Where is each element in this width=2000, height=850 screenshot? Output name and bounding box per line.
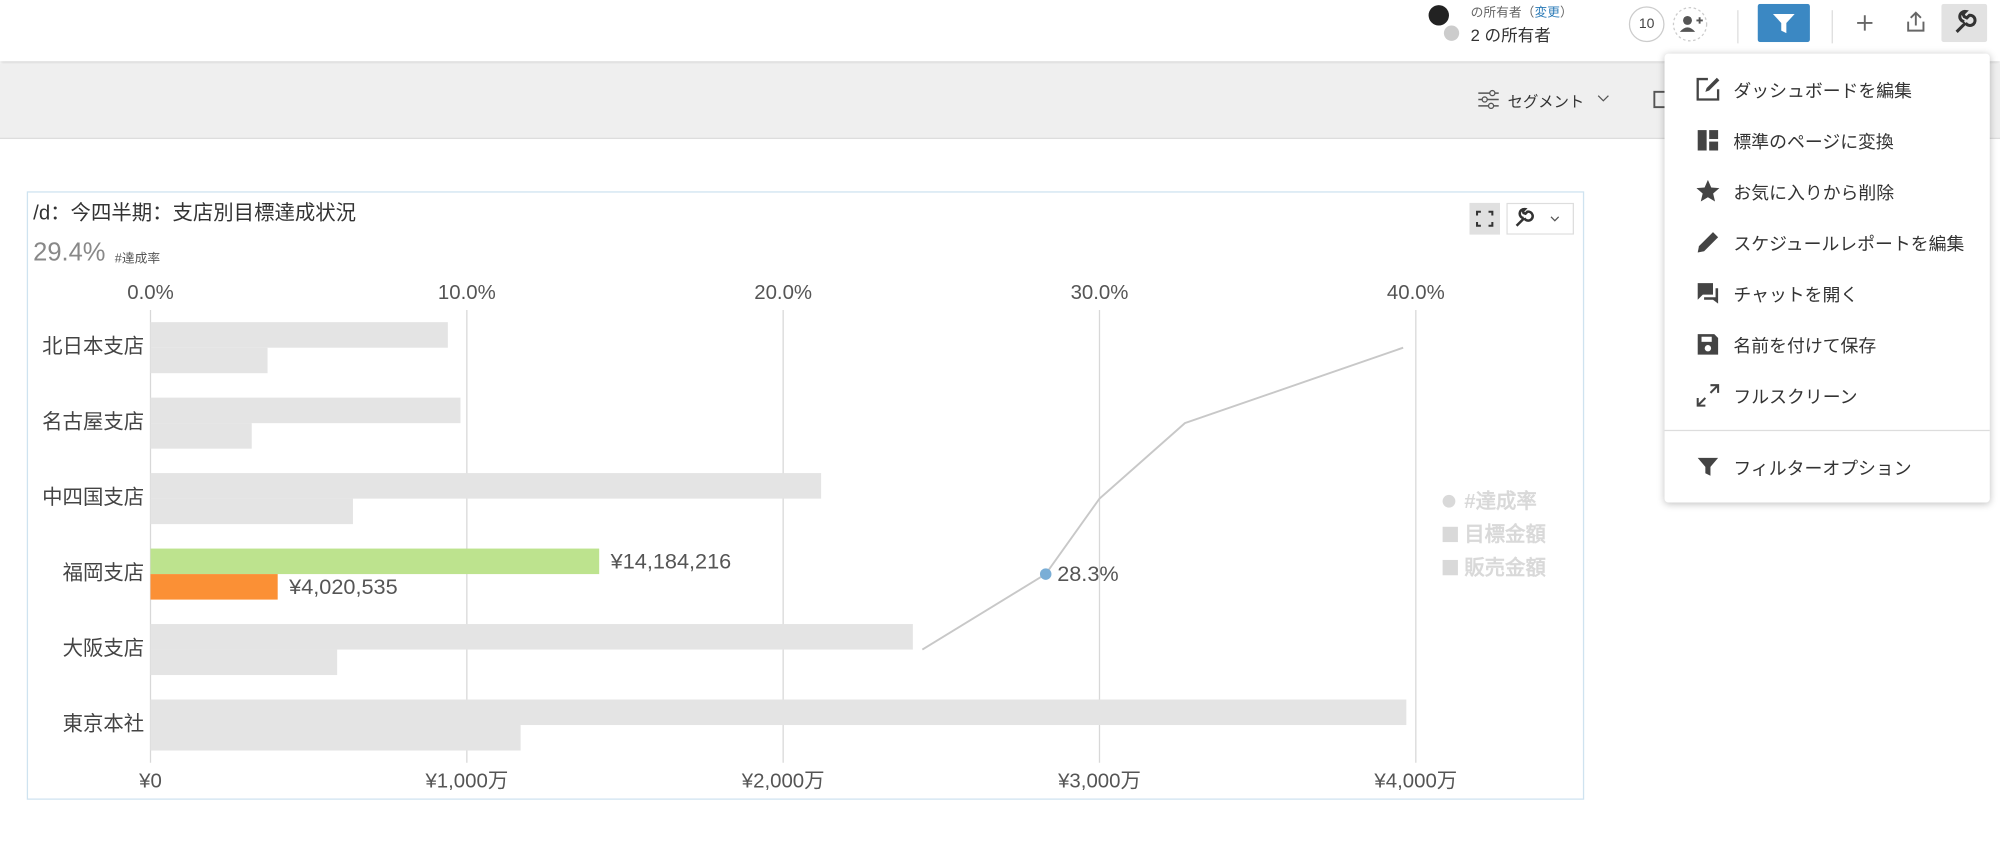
menu-item[interactable]: お気に入りから削除 [1733, 182, 1895, 203]
owner-suffix: ） [1559, 6, 1573, 21]
owners[interactable]: 2 の所有者 [1470, 25, 1551, 45]
owner-prefix: の所有者（ [1470, 6, 1535, 21]
value-label: 28.3% [1057, 561, 1118, 586]
legend-label: 目標金額 [1464, 522, 1546, 546]
x-tick-label: ¥2,000万 [741, 770, 825, 792]
bar [150, 473, 822, 499]
legend-label: #達成率 [1464, 489, 1537, 513]
legend-marker [1442, 526, 1458, 543]
line [921, 346, 1404, 651]
expand-icon [1696, 384, 1720, 407]
wrench-button[interactable] [1941, 3, 1988, 43]
segment[interactable]: セグメント [1507, 93, 1585, 111]
star-icon [1696, 179, 1720, 202]
follower-count[interactable]: 10 [1628, 6, 1665, 43]
fullscreen-button[interactable] [1469, 202, 1500, 235]
bar [150, 347, 268, 374]
chart-card [26, 191, 1585, 800]
filter-button[interactable] [1757, 3, 1810, 43]
legend-label: 販売金額 [1464, 555, 1546, 579]
value-label: ¥4,020,535 [288, 574, 397, 599]
menu-item[interactable]: ダッシュボードを編集 [1733, 80, 1912, 101]
add-button[interactable] [1853, 11, 1876, 34]
divider [1831, 10, 1833, 44]
bar [150, 725, 521, 751]
card-menu-button[interactable] [1506, 202, 1574, 235]
y-tick-label: 北日本支店 [42, 335, 144, 358]
x2-tick-label: 30.0% [1071, 282, 1129, 304]
layout-icon [1697, 130, 1719, 151]
menu-item[interactable]: 名前を付けて保存 [1733, 335, 1877, 356]
add-user[interactable] [1671, 5, 1709, 43]
y-tick-label: 中四国支店 [42, 486, 144, 509]
y-tick-label: 名古屋支店 [42, 411, 144, 434]
x2-tick-label: 40.0% [1387, 282, 1445, 304]
x-tick-label: ¥1,000万 [424, 770, 508, 792]
bar [150, 322, 448, 348]
bar [150, 397, 461, 424]
y-tick-label: 東京本社 [63, 712, 145, 735]
pencil-icon [1697, 232, 1719, 253]
owner-line: の所有者（変更） [1471, 1, 1573, 20]
menu-item[interactable]: チャットを開く [1733, 284, 1859, 305]
x2-tick-label: 20.0% [754, 282, 812, 304]
summary: 29.4% [33, 239, 105, 267]
top-bar: の所有者（変更） 2 の所有者 10 [0, 0, 2000, 62]
avatar [1428, 5, 1460, 41]
menu-item[interactable]: フィルターオプション [1733, 457, 1912, 479]
menu-item[interactable]: スケジュールレポートを編集 [1733, 233, 1965, 254]
edit-icon [1696, 77, 1720, 101]
separator [1664, 429, 1990, 432]
bar [150, 624, 913, 650]
dropdown-menu: ダッシュボードを編集 標準のページに変換 お気に入りから削除 スケジュールレポー… [1664, 53, 1990, 503]
change-link[interactable]: 変更 [1534, 6, 1560, 21]
value-label: ¥14,184,216 [610, 548, 732, 573]
x-tick-label: ¥4,000万 [1373, 770, 1457, 792]
x-tick-label: ¥0 [138, 770, 162, 792]
bar [150, 574, 278, 600]
save-icon [1697, 334, 1719, 355]
segment-icon [1478, 89, 1499, 110]
legend-marker [1442, 494, 1456, 508]
bar [150, 548, 600, 575]
share-button[interactable] [1903, 9, 1929, 35]
calendar-icon [1653, 90, 1666, 109]
bar [150, 649, 338, 676]
summary-caption: #達成率 [115, 250, 161, 265]
divider [1737, 10, 1739, 44]
chart-title: /d：今四半期：支店別目標達成状況 [33, 202, 356, 225]
bar [150, 699, 1407, 726]
point [1039, 568, 1052, 580]
menu-item[interactable]: 標準のページに変換 [1733, 131, 1894, 152]
chat-icon [1697, 283, 1719, 304]
filter-icon [1697, 457, 1719, 476]
x2-tick-label: 10.0% [438, 282, 496, 304]
y-tick-label: 大阪支店 [63, 637, 145, 660]
legend-marker [1442, 559, 1458, 576]
menu-item[interactable]: フルスクリーン [1733, 386, 1858, 407]
bar [150, 498, 353, 525]
chevron [1597, 95, 1609, 102]
y-tick-label: 福岡支店 [63, 561, 145, 584]
x2-tick-label: 0.0% [127, 282, 173, 304]
bar [150, 423, 252, 449]
x-tick-label: ¥3,000万 [1057, 770, 1141, 792]
